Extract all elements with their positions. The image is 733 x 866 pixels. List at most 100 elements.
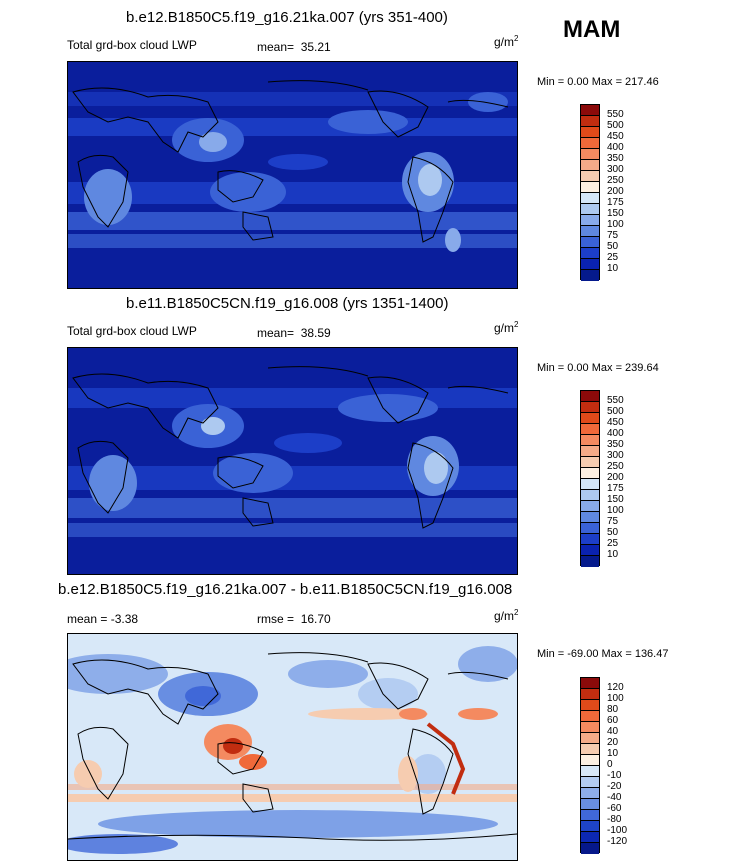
- colorbar-tick-label: 0: [607, 759, 613, 770]
- panel3-mean: mean = -3.38: [67, 612, 139, 626]
- panel2-mean: mean= 38.59: [257, 326, 331, 340]
- colorbar-segment: [581, 435, 599, 446]
- colorbar-segment: [581, 182, 599, 193]
- panel1-minmax: Min = 0.00 Max = 217.46: [537, 76, 659, 88]
- colorbar-tick-label: 25: [607, 252, 619, 263]
- colorbar-segment: [581, 248, 599, 259]
- colorbar-tick-label: 250: [607, 461, 624, 472]
- colorbar-tick-label: -20: [607, 781, 622, 792]
- colorbar-tick-label: -60: [607, 803, 622, 814]
- colorbar-tick-label: 400: [607, 428, 624, 439]
- colorbar-segment: [581, 512, 599, 523]
- colorbar-segment: [581, 259, 599, 270]
- panel2-colorbar: [580, 390, 600, 567]
- colorbar-tick-label: 150: [607, 494, 624, 505]
- colorbar-tick-label: -80: [607, 814, 622, 825]
- colorbar-segment: [581, 832, 599, 843]
- colorbar-tick-label: 120: [607, 682, 624, 693]
- colorbar-segment: [581, 766, 599, 777]
- colorbar-segment: [581, 149, 599, 160]
- colorbar-tick-label: 40: [607, 726, 619, 737]
- panel3-colorbar: [580, 677, 600, 854]
- colorbar-tick-label: 10: [607, 263, 619, 274]
- colorbar-tick-label: 500: [607, 120, 624, 131]
- colorbar-tick-label: 200: [607, 186, 624, 197]
- colorbar-segment: [581, 226, 599, 237]
- colorbar-segment: [581, 678, 599, 689]
- panel2-map: [67, 347, 518, 575]
- panel2-minmax: Min = 0.00 Max = 239.64: [537, 362, 659, 374]
- colorbar-segment: [581, 501, 599, 512]
- colorbar-segment: [581, 799, 599, 810]
- colorbar-tick-label: 25: [607, 538, 619, 549]
- colorbar-tick-label: 100: [607, 693, 624, 704]
- panel1-colorbar: [580, 104, 600, 281]
- colorbar-tick-label: 175: [607, 197, 624, 208]
- colorbar-segment: [581, 490, 599, 501]
- colorbar-tick-label: 20: [607, 737, 619, 748]
- colorbar-segment: [581, 171, 599, 182]
- colorbar-segment: [581, 523, 599, 534]
- panel2-variable-label: Total grd-box cloud LWP: [67, 324, 197, 338]
- panel1-mean: mean= 35.21: [257, 40, 331, 54]
- panel2-units: g/m2: [494, 320, 519, 335]
- colorbar-tick-label: 10: [607, 748, 619, 759]
- colorbar-tick-label: 150: [607, 208, 624, 219]
- panel1-units: g/m2: [494, 34, 519, 49]
- colorbar-segment: [581, 193, 599, 204]
- colorbar-segment: [581, 424, 599, 435]
- colorbar-tick-label: 450: [607, 417, 624, 428]
- colorbar-segment: [581, 479, 599, 490]
- colorbar-tick-label: 175: [607, 483, 624, 494]
- colorbar-tick-label: 50: [607, 241, 619, 252]
- colorbar-tick-label: 10: [607, 549, 619, 560]
- colorbar-tick-label: 50: [607, 527, 619, 538]
- colorbar-segment: [581, 556, 599, 567]
- colorbar-segment: [581, 700, 599, 711]
- colorbar-segment: [581, 457, 599, 468]
- panel3-minmax: Min = -69.00 Max = 136.47: [537, 648, 669, 660]
- panel1-title: b.e12.B1850C5.f19_g16.21ka.007 (yrs 351-…: [126, 9, 448, 26]
- colorbar-segment: [581, 127, 599, 138]
- colorbar-segment: [581, 413, 599, 424]
- panel3-title: b.e12.B1850C5.f19_g16.21ka.007 - b.e11.B…: [58, 581, 513, 598]
- colorbar-segment: [581, 116, 599, 127]
- colorbar-segment: [581, 788, 599, 799]
- colorbar-segment: [581, 534, 599, 545]
- colorbar-tick-label: -100: [607, 825, 628, 836]
- panel1-map: [67, 61, 518, 289]
- colorbar-tick-label: 100: [607, 505, 624, 516]
- colorbar-segment: [581, 105, 599, 116]
- colorbar-segment: [581, 810, 599, 821]
- colorbar-segment: [581, 755, 599, 766]
- colorbar-segment: [581, 722, 599, 733]
- colorbar-tick-label: 75: [607, 230, 619, 241]
- colorbar-tick-label: 400: [607, 142, 624, 153]
- colorbar-tick-label: 250: [607, 175, 624, 186]
- colorbar-segment: [581, 215, 599, 226]
- colorbar-tick-label: 200: [607, 472, 624, 483]
- colorbar-tick-label: 100: [607, 219, 624, 230]
- colorbar-tick-label: 300: [607, 164, 624, 175]
- colorbar-segment: [581, 468, 599, 479]
- panel2-title: b.e11.B1850C5CN.f19_g16.008 (yrs 1351-14…: [126, 295, 449, 312]
- colorbar-tick-label: 350: [607, 153, 624, 164]
- panel1-variable-label: Total grd-box cloud LWP: [67, 38, 197, 52]
- colorbar-segment: [581, 711, 599, 722]
- colorbar-tick-label: -10: [607, 770, 622, 781]
- season-label: MAM: [563, 16, 621, 43]
- colorbar-tick-label: -40: [607, 792, 622, 803]
- colorbar-segment: [581, 733, 599, 744]
- colorbar-tick-label: 500: [607, 406, 624, 417]
- colorbar-tick-label: 300: [607, 450, 624, 461]
- colorbar-segment: [581, 237, 599, 248]
- colorbar-tick-label: 550: [607, 109, 624, 120]
- colorbar-segment: [581, 777, 599, 788]
- panel3-units: g/m2: [494, 608, 519, 623]
- colorbar-segment: [581, 160, 599, 171]
- colorbar-segment: [581, 391, 599, 402]
- colorbar-tick-label: 75: [607, 516, 619, 527]
- colorbar-tick-label: 550: [607, 395, 624, 406]
- colorbar-segment: [581, 843, 599, 854]
- colorbar-segment: [581, 545, 599, 556]
